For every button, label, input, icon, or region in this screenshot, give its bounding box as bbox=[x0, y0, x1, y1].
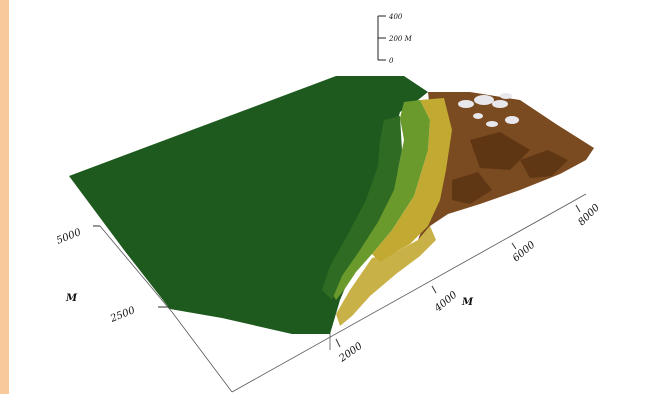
x-axis-label: M bbox=[461, 297, 474, 308]
terrain-middle-lower bbox=[336, 226, 436, 326]
terrain-peak-snow-1 bbox=[458, 100, 474, 108]
y-axis-label: M bbox=[65, 293, 78, 304]
y-tick-label-2500: 2500 bbox=[108, 305, 137, 325]
terrain-highland-dark-3 bbox=[452, 172, 492, 204]
axes-layer bbox=[93, 193, 587, 393]
x-tick-8000 bbox=[575, 204, 581, 213]
terrain-peak-snow-3 bbox=[492, 100, 508, 108]
floor-edge-left bbox=[99, 225, 173, 313]
terrain-peak-snow-4 bbox=[505, 116, 519, 124]
x-tick-4000 bbox=[431, 285, 437, 294]
z-scale-bar: 400 200 M 0 bbox=[377, 13, 413, 65]
terrain-middle-band bbox=[372, 98, 452, 262]
terrain-highland-dark-1 bbox=[470, 132, 530, 170]
floor-edge-right bbox=[231, 193, 587, 393]
z-scale-label-0: 0 bbox=[389, 57, 394, 65]
x-tick-label-4000: 4000 bbox=[432, 289, 460, 315]
x-tick-label-8000: 8000 bbox=[576, 202, 602, 228]
x-tick-2000 bbox=[335, 338, 341, 348]
terrain-forest-strip bbox=[322, 116, 402, 300]
floor-edge-front bbox=[171, 311, 233, 393]
terrain-peak-snow-2 bbox=[474, 95, 494, 105]
terrain-peak-snow-7 bbox=[500, 93, 512, 99]
z-scale-label-200: 200 M bbox=[388, 35, 413, 43]
x-tick-label-6000: 6000 bbox=[511, 239, 538, 264]
left-edge-strip bbox=[0, 0, 9, 394]
terrain-peak-snow-6 bbox=[473, 113, 483, 119]
z-scale-label-400: 400 bbox=[388, 13, 403, 21]
y-tick-label-5000: 5000 bbox=[55, 227, 83, 247]
terrain-layer bbox=[69, 76, 594, 334]
x-tick-6000 bbox=[511, 242, 517, 250]
terrain-foothills bbox=[330, 100, 430, 300]
terrain-peak-snow-5 bbox=[486, 121, 498, 127]
x-tick-label-2000: 2000 bbox=[337, 340, 365, 365]
terrain-highland-dark-2 bbox=[520, 150, 568, 178]
